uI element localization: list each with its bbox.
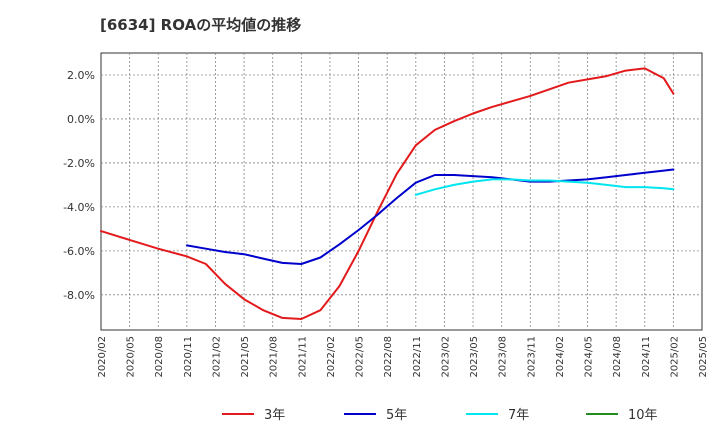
y-tick-label: 2.0% [67, 69, 95, 82]
legend-label-2: 5年 [386, 408, 407, 423]
x-tick-label: 2025/02 [669, 336, 680, 378]
x-tick-label: 2022/08 [383, 336, 394, 378]
x-tick-label: 2020/11 [183, 336, 194, 378]
x-tick-label: 2023/08 [498, 336, 509, 378]
x-tick-label: 2023/02 [440, 336, 451, 378]
x-tick-label: 2021/05 [240, 336, 251, 378]
x-tick-label: 2023/11 [526, 336, 537, 378]
x-tick-label: 2023/05 [469, 336, 480, 378]
x-tick-label: 2025/05 [698, 336, 709, 378]
series-line-2 [185, 168, 675, 265]
y-tick-label: -2.0% [63, 157, 95, 170]
chart-title: [6634] ROAの平均値の推移 [100, 16, 302, 34]
x-tick-label: 2022/02 [326, 336, 337, 378]
legend-label-4: 10年 [628, 408, 658, 423]
legend-layer: 3年 5年 7年 10年 [222, 408, 658, 423]
axis-layer: 2.0% 0.0% -2.0% -4.0% -6.0% -8.0% 2020/02 2020/… [63, 69, 709, 378]
x-tick-label: 2022/05 [355, 336, 366, 378]
x-tick-label: 2020/08 [154, 336, 165, 378]
x-tick-label: 2022/11 [412, 336, 423, 378]
grid-layer [100, 52, 703, 331]
x-tick-label: 2021/08 [269, 336, 280, 378]
legend-label-1: 3年 [264, 408, 285, 423]
series-line-3 [414, 178, 675, 196]
series-line-1 [100, 67, 675, 320]
x-tick-label: 2020/02 [97, 336, 108, 378]
series-layer [100, 67, 675, 320]
x-tick-label: 2024/11 [641, 336, 652, 378]
x-tick-label: 2020/05 [126, 336, 137, 378]
y-tick-label: -4.0% [63, 201, 95, 214]
y-tick-label: -6.0% [63, 245, 95, 258]
x-tick-label: 2021/11 [297, 336, 308, 378]
plot-frame [100, 52, 703, 331]
x-tick-label: 2021/02 [211, 336, 222, 378]
y-tick-label: 0.0% [67, 113, 95, 126]
x-tick-label: 2024/02 [555, 336, 566, 378]
legend-label-3: 7年 [508, 408, 529, 423]
y-tick-label: -8.0% [63, 289, 95, 302]
x-tick-label: 2024/05 [584, 336, 595, 378]
x-tick-label: 2024/08 [612, 336, 623, 378]
